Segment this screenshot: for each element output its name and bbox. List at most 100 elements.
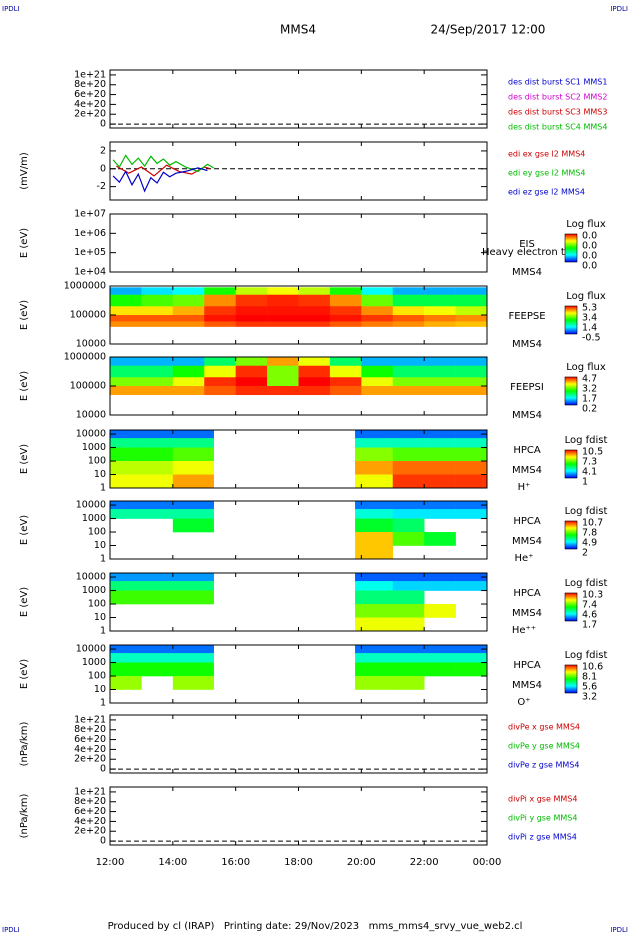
spectrogram-cell [110, 321, 142, 327]
colorbar [564, 233, 578, 263]
spectrogram-cell [141, 386, 174, 396]
spectrogram-cell [392, 676, 425, 690]
spectrogram-cell [172, 501, 214, 510]
colorbar-tick-label: 3.2 [582, 692, 597, 703]
species-label: He⁺⁺ [512, 625, 536, 636]
y-tick-label: 1000000 [64, 352, 106, 363]
spectrogram-cell [392, 365, 425, 378]
spectrogram-cell [110, 474, 142, 488]
spectrogram-cell [392, 645, 425, 654]
legend-entry: des dist burst SC3 MMS3 [508, 108, 607, 117]
y-tick-label: 0 [100, 163, 106, 174]
y-axis-label: (mV/m) [19, 152, 30, 190]
spectrogram-cell [392, 430, 425, 439]
x-tick-label: 20:00 [347, 857, 376, 868]
spectrogram-cell [172, 573, 214, 582]
colorbar-title: Log fdist [565, 506, 608, 517]
spectrogram-cell [424, 581, 456, 591]
colorbar [564, 376, 578, 406]
colorbar-title: Log flux [566, 291, 606, 302]
spectrogram-cell [355, 430, 394, 439]
spectrogram-cell [267, 377, 299, 387]
y-tick-label: 10000 [76, 500, 106, 511]
spectrogram-cell [267, 357, 299, 367]
y-tick-label: 10000 [76, 429, 106, 440]
y-axis-label: E (eV) [19, 659, 30, 689]
y-axis-label: E (eV) [19, 587, 30, 617]
spectrogram-cell [455, 438, 487, 448]
instrument-label: HPCA [513, 516, 541, 527]
colorbar-tick-label: 3.2 [582, 384, 597, 395]
spectrogram-cell [172, 315, 205, 322]
y-tick-label: 10 [94, 469, 106, 480]
spectrogram-cell [392, 321, 425, 327]
spectrogram-cell [110, 377, 142, 387]
spectrogram-cell [172, 645, 214, 654]
spectrogram-cell [424, 447, 456, 462]
spectrogram-cell [172, 377, 205, 387]
spectrogram-cell [424, 438, 456, 448]
spectrogram-cell [141, 287, 174, 296]
spectrogram-cell [141, 653, 174, 663]
spectrogram-cell [235, 377, 268, 387]
legend-entry: des dist burst SC2 MMS2 [508, 93, 607, 102]
legend-entry: divPe x gse MMS4 [508, 723, 580, 732]
spectrogram-cell [455, 662, 487, 677]
spectrogram-cell [235, 321, 268, 327]
instrument-label: EIS [519, 239, 535, 250]
spectrogram-cell [455, 461, 487, 475]
spectrogram-cell [235, 287, 268, 296]
spectrogram-cell [355, 617, 394, 631]
y-tick-label: 10000 [76, 410, 106, 421]
spectrogram-cell [141, 461, 174, 475]
x-tick-label: 16:00 [221, 857, 250, 868]
y-tick-label: 2e+20 [74, 109, 106, 120]
spectrogram-cell [204, 321, 236, 327]
spectrogram-cell [392, 474, 425, 488]
colorbar-tick-label: 10.3 [582, 590, 603, 601]
series-line [112, 167, 208, 193]
plot-area [110, 573, 487, 631]
spectrogram-cell [329, 377, 362, 387]
spectrogram-cell [424, 430, 456, 439]
spectrogram-cell [141, 509, 174, 519]
spectrogram-cell [110, 590, 142, 605]
spectrogram-cell [424, 604, 456, 618]
spectrogram-cell [172, 590, 214, 605]
y-axis-label: E (eV) [19, 515, 30, 545]
spectrogram-cell [204, 357, 236, 367]
spectrogram-cell [355, 474, 394, 488]
y-tick-label: 1e+06 [74, 228, 106, 239]
spectrogram-cell [172, 662, 214, 677]
spectrogram-cell [392, 518, 425, 533]
y-tick-label: 1000 [82, 657, 106, 668]
spectrogram-cell [355, 461, 394, 475]
spectrogram-cell [392, 617, 425, 631]
spectrogram-cell [172, 581, 214, 591]
spectrogram-cell [355, 573, 394, 582]
colorbar-tick-label: 1.4 [582, 323, 597, 334]
spectrogram-cell [141, 581, 174, 591]
spectrogram-cell [110, 430, 142, 439]
spectrogram-cell [455, 501, 487, 510]
spectrogram-cell [455, 357, 487, 367]
spectrogram-cell [267, 306, 299, 316]
plot-area [110, 645, 487, 690]
spectrogram-cell [110, 461, 142, 475]
y-tick-label: 2 [100, 145, 106, 156]
spectrogram-cell [392, 604, 425, 618]
spectrogram-cell [355, 509, 394, 519]
colorbar-title: Log fdist [565, 435, 608, 446]
legend-entry: divPe y gse MMS4 [508, 742, 580, 751]
legend-entry: des dist burst SC1 MMS1 [508, 78, 607, 87]
y-tick-label: 6e+20 [74, 806, 106, 817]
plot-area [110, 154, 487, 193]
spectrogram-cell [110, 501, 142, 510]
y-tick-label: 1000 [82, 442, 106, 453]
note-label: Heavy electron to [482, 247, 571, 258]
y-tick-label: 100 [88, 456, 106, 467]
colorbar-tick-label: 0.0 [582, 231, 597, 242]
y-tick-label: 100000 [70, 381, 106, 392]
spectrogram-cell [141, 377, 174, 387]
spectrogram-cell [204, 315, 236, 322]
